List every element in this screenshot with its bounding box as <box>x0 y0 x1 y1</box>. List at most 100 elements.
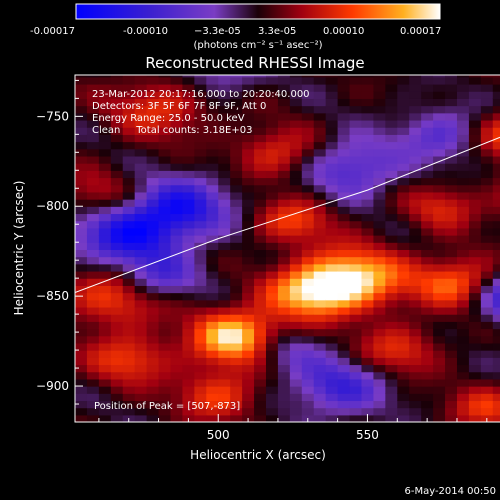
heatmap-cell <box>385 378 398 387</box>
heatmap-cell <box>146 199 160 207</box>
heatmap-cell <box>277 306 291 315</box>
heatmap-cell <box>492 184 500 193</box>
heatmap-cell <box>86 75 100 78</box>
heatmap-cell <box>421 148 434 157</box>
heatmap-cell <box>242 191 255 200</box>
heatmap-cell <box>122 119 136 128</box>
heatmap-cell <box>242 141 255 150</box>
heatmap-cell <box>385 213 398 222</box>
heatmap-cell <box>170 371 184 380</box>
heatmap-cell <box>361 314 375 322</box>
heatmap-cell <box>385 155 398 164</box>
heatmap-cell <box>265 278 279 286</box>
heatmap-cell <box>373 400 386 409</box>
heatmap-cell <box>325 220 339 229</box>
heatmap-cell <box>206 199 219 207</box>
heatmap-cell <box>110 220 124 229</box>
heatmap-cell <box>373 220 386 229</box>
heatmap-cell <box>313 213 327 222</box>
heatmap-cell <box>289 364 303 373</box>
heatmap-cell <box>242 364 255 373</box>
annotation-energy: Energy Range: 25.0 - 50.0 keV <box>92 113 245 124</box>
heatmap-cell <box>456 141 470 150</box>
heatmap-cell <box>170 199 184 207</box>
heatmap-cell <box>289 75 303 78</box>
heatmap-cell <box>194 112 207 121</box>
heatmap-cell <box>265 299 279 308</box>
heatmap-cell <box>86 314 100 322</box>
heatmap-cell <box>433 270 446 279</box>
heatmap-cell <box>230 414 243 422</box>
heatmap-cell <box>397 342 410 351</box>
heatmap-cell <box>409 342 422 351</box>
heatmap-cell <box>456 119 470 128</box>
heatmap-cell <box>265 83 279 92</box>
heatmap-cell <box>182 350 195 358</box>
heatmap-cell <box>433 206 446 215</box>
heatmap-cell <box>385 414 398 422</box>
heatmap-cell <box>421 342 434 351</box>
heatmap-cell <box>480 321 494 330</box>
heatmap-cell <box>313 342 327 351</box>
heatmap-cell <box>445 227 458 236</box>
heatmap-cell <box>313 155 327 164</box>
heatmap-cell <box>194 314 207 322</box>
heatmap-cell <box>134 112 148 121</box>
heatmap-cell <box>421 184 434 193</box>
heatmap-cell <box>492 220 500 229</box>
heatmap-cell <box>110 213 124 222</box>
heatmap-cell <box>277 199 291 207</box>
heatmap-cell <box>230 76 243 85</box>
heatmap-cell <box>254 213 267 222</box>
heatmap-cell <box>182 263 195 272</box>
heatmap-cell <box>194 378 207 387</box>
heatmap-cell <box>385 98 398 107</box>
heatmap-cell <box>265 235 279 243</box>
heatmap-cell <box>301 393 315 402</box>
heatmap-cell <box>325 91 339 99</box>
heatmap-cell <box>206 177 219 186</box>
heatmap-cell <box>218 227 231 236</box>
heatmap-cell <box>373 357 386 366</box>
heatmap-cell <box>218 364 231 373</box>
heatmap-cell <box>75 242 88 250</box>
heatmap-cell <box>110 134 124 143</box>
heatmap-cell <box>421 278 434 286</box>
heatmap-cell <box>146 191 160 200</box>
heatmap-cell <box>289 386 303 394</box>
heatmap-cell <box>86 83 100 92</box>
heatmap-cell <box>433 321 446 330</box>
heatmap-cell <box>373 134 386 143</box>
heatmap-cell <box>242 386 255 394</box>
heatmap-cell <box>86 91 100 99</box>
heatmap-cell <box>146 342 160 351</box>
heatmap-cell <box>254 177 267 186</box>
heatmap-cell <box>277 112 291 121</box>
colorbar-ticks: -0.00017 -0.00010 −3.3e-05 3.3e-05 0.000… <box>30 26 441 37</box>
heatmap-cell <box>206 227 219 236</box>
heatmap-cell <box>86 98 100 107</box>
heatmap-cell <box>480 263 494 272</box>
heatmap-cell <box>230 227 243 236</box>
heatmap-cell <box>385 263 398 272</box>
heatmap-cell <box>218 170 231 179</box>
heatmap-cell <box>349 112 363 121</box>
heatmap-cell <box>385 256 398 265</box>
heatmap-cell <box>206 400 219 409</box>
heatmap-cell <box>86 270 100 279</box>
heatmap-cell <box>361 256 375 265</box>
heatmap-cell <box>194 371 207 380</box>
heatmap-cell <box>134 306 148 315</box>
heatmap-cell <box>254 191 267 200</box>
heatmap-cell <box>146 91 160 99</box>
heatmap-cell <box>289 400 303 409</box>
heatmap-cell <box>122 299 136 308</box>
colorbar <box>75 3 441 20</box>
heatmap-cell <box>456 314 470 322</box>
heatmap-cell <box>337 350 351 358</box>
heatmap-cell <box>122 393 136 402</box>
heatmap-cell <box>409 378 422 387</box>
heatmap-cell <box>158 285 172 294</box>
heatmap-cell <box>456 227 470 236</box>
